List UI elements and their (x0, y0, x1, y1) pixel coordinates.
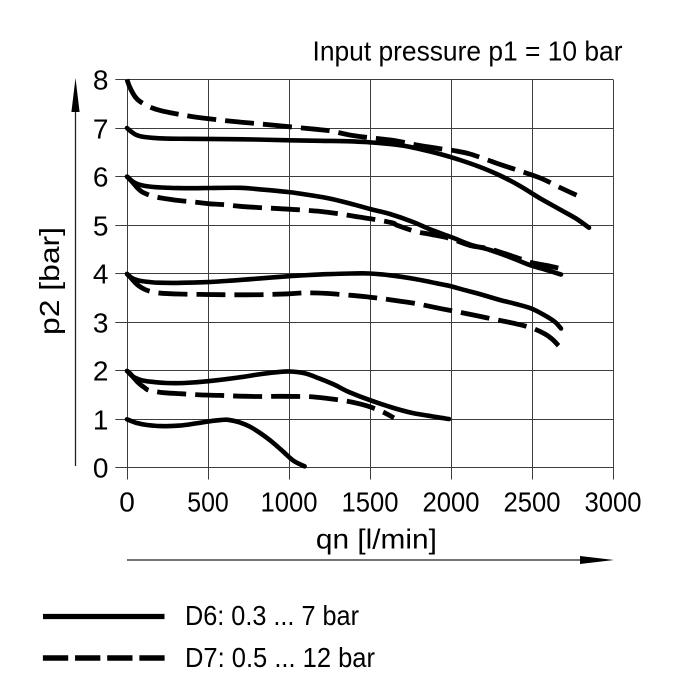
svg-text:0: 0 (119, 487, 135, 518)
svg-text:Input pressure p1 = 10 bar: Input pressure p1 = 10 bar (313, 36, 623, 67)
svg-text:D6: 0.3 ... 7 bar: D6: 0.3 ... 7 bar (185, 600, 359, 631)
svg-text:qn [l/min]: qn [l/min] (316, 524, 437, 555)
svg-text:1: 1 (93, 405, 109, 436)
svg-text:2500: 2500 (504, 487, 561, 518)
svg-text:1500: 1500 (342, 487, 399, 518)
svg-text:2000: 2000 (423, 487, 480, 518)
svg-text:0: 0 (93, 453, 109, 484)
svg-text:1000: 1000 (261, 487, 318, 518)
svg-text:500: 500 (187, 487, 229, 518)
svg-text:6: 6 (93, 162, 109, 193)
svg-text:3000: 3000 (585, 487, 642, 518)
svg-text:3: 3 (93, 308, 109, 339)
svg-text:4: 4 (93, 259, 109, 290)
svg-text:p2 [bar]: p2 [bar] (34, 227, 65, 335)
svg-text:8: 8 (93, 65, 109, 96)
svg-text:D7: 0.5 ... 12 bar: D7: 0.5 ... 12 bar (185, 642, 375, 673)
svg-text:2: 2 (93, 356, 109, 387)
svg-text:5: 5 (93, 211, 109, 242)
svg-text:7: 7 (93, 114, 109, 145)
